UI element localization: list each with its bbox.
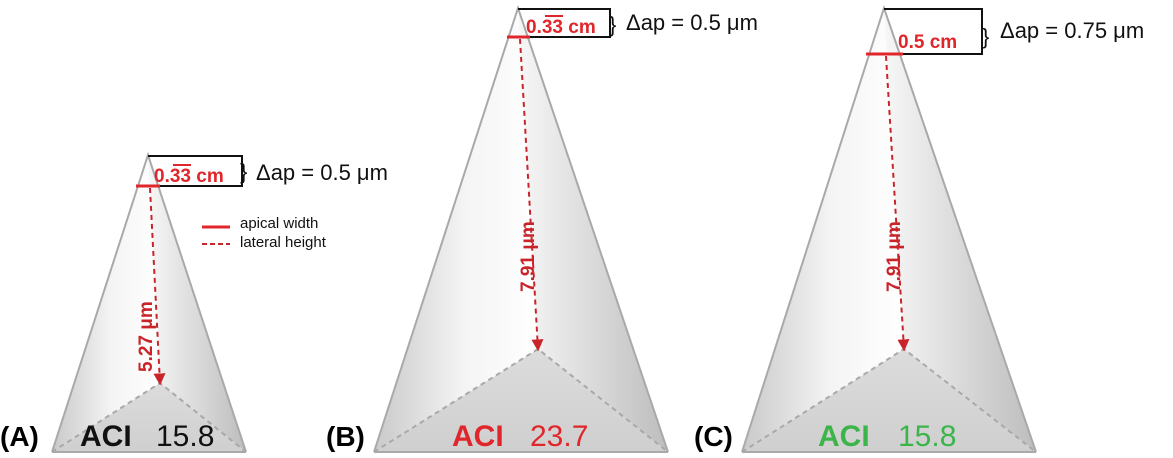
- delta-ap-label-c: Δap = 0.75 μm: [1000, 18, 1144, 43]
- pyramid-a: [51, 151, 247, 453]
- lateral-height-line-b: [519, 38, 544, 352]
- lateral-height-line-c: [885, 55, 910, 352]
- aci-value-b: 23.7: [530, 420, 588, 453]
- panel-a: 0.33 cm } Δap = 0.5 μm 5.27 μm apical wi…: [0, 151, 388, 453]
- panel-c: 0.5 cm } Δap = 0.75 μm 7.91 μm (C) ACI 1…: [694, 4, 1144, 453]
- lateral-height-label-b: 7.91 μm: [518, 221, 539, 292]
- apical-width-label-b: 0.33 cm: [526, 17, 596, 38]
- apex-bracket-a: [148, 155, 243, 187]
- aci-label-c: ACI: [818, 420, 870, 453]
- apical-width-label-c: 0.5 cm: [898, 32, 957, 53]
- aci-label-b: ACI: [452, 420, 504, 453]
- pyramid-b: [373, 4, 669, 453]
- aci-value-a: 15.8: [156, 420, 214, 453]
- panel-letter-b: (B): [326, 421, 365, 452]
- aci-value-c: 15.8: [898, 420, 956, 453]
- lateral-height-label-a: 5.27 μm: [136, 301, 157, 372]
- panel-letter-c: (C): [694, 421, 733, 452]
- panel-letter-a: (A): [0, 421, 39, 452]
- panel-b: 0.33 cm } Δap = 0.5 μm 7.91 μm (B) ACI 2…: [326, 4, 758, 453]
- legend: apical width lateral height: [202, 215, 327, 251]
- apex-bracket-b: [518, 8, 611, 38]
- legend-solid-label: apical width: [240, 215, 318, 232]
- brace-b: }: [609, 12, 616, 37]
- brace-c: }: [982, 24, 989, 49]
- pyramid-c: [741, 4, 1037, 453]
- lateral-height-label-c: 7.91 μm: [884, 221, 905, 292]
- brace-a: }: [240, 159, 247, 184]
- aci-label-a: ACI: [80, 420, 132, 453]
- delta-ap-label-b: Δap = 0.5 μm: [626, 10, 758, 35]
- apex-bracket-c: [884, 8, 983, 55]
- lateral-height-line-a: [149, 187, 166, 386]
- apical-width-label-a: 0.33 cm: [154, 166, 224, 187]
- legend-dashed-label: lateral height: [240, 234, 327, 251]
- delta-ap-label-a: Δap = 0.5 μm: [256, 160, 388, 185]
